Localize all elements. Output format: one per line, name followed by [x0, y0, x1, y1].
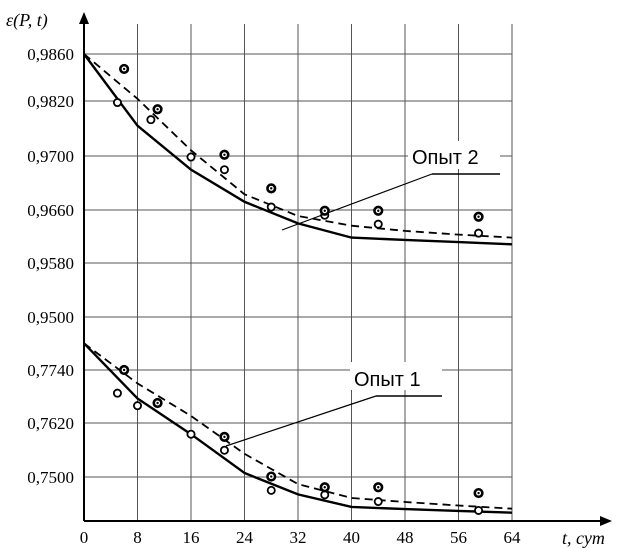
annotation-leader: [225, 395, 377, 447]
data-point-dot: [377, 486, 380, 489]
data-point-open: [219, 445, 229, 455]
annotation-opyt-1: Опыт 1: [225, 362, 442, 447]
x-tick-label: 24: [236, 528, 254, 547]
annotation-label: Опыт 1: [354, 369, 421, 391]
data-point-dot: [156, 401, 159, 405]
y-tick-label: 0,9820: [27, 92, 74, 111]
data-point-dot: [270, 187, 273, 190]
grid-lines: [84, 24, 513, 521]
x-tick-label: 16: [183, 528, 200, 547]
x-tick-label: 56: [450, 528, 467, 547]
y-tick-label: 0,7740: [27, 361, 74, 380]
data-point-dot: [156, 108, 159, 111]
data-point-dot: [223, 435, 226, 439]
data-point-dot: [323, 486, 326, 489]
data-point-dot: [122, 368, 126, 372]
series-line-solid: [83, 342, 513, 514]
x-tick-label: 48: [397, 528, 414, 547]
y-tick-label: 0,9700: [27, 147, 74, 166]
data-point-dot: [477, 491, 480, 495]
data-point-open: [146, 115, 156, 125]
x-tick-label: 64: [504, 528, 522, 547]
annotation-opyt-2: Опыт 2: [281, 141, 500, 231]
data-point-dot: [223, 153, 226, 156]
x-tick-label: 32: [290, 528, 307, 547]
annotation-label: Опыт 2: [412, 147, 479, 169]
x-axis-label: t, сут: [562, 528, 605, 548]
y-axis-label: ε(P, t): [6, 10, 48, 31]
x-tick-label: 8: [133, 528, 142, 547]
annotation-leader: [281, 173, 433, 231]
data-point-open: [132, 401, 142, 411]
y-tick-label: 0,7620: [27, 414, 74, 433]
y-tick-label: 0,9500: [27, 308, 74, 327]
y-tick-label: 0,7500: [27, 468, 74, 487]
y-tick-label: 0,9660: [27, 201, 74, 220]
data-point-open: [186, 429, 196, 439]
tick-labels: 0 8 16 24 32 40 48 56 64 0,9860 0,9820 0,9700 0,9660…: [27, 45, 521, 547]
data-point-open: [219, 165, 229, 175]
data-point-dot: [122, 67, 126, 71]
data-point-open: [112, 388, 122, 398]
data-point-open: [373, 219, 383, 229]
x-tick-label: 40: [343, 528, 360, 547]
data-point-open: [266, 485, 276, 495]
y-tick-label: 0,9580: [27, 254, 74, 273]
data-point-dot: [477, 215, 480, 218]
data-point-dot: [377, 209, 380, 212]
data-point-open: [112, 98, 122, 108]
y-tick-label: 0,9860: [27, 45, 74, 64]
x-tick-label: 0: [80, 528, 89, 547]
data-point-dot: [270, 475, 273, 478]
data-point-dot: [323, 209, 326, 212]
data-point-open: [373, 497, 383, 507]
data-point-open: [186, 152, 196, 162]
data-point-open: [474, 228, 484, 238]
series-line-dashed: [83, 53, 513, 239]
markers-layer: [112, 63, 484, 515]
data-point-open: [266, 202, 276, 212]
data-point-open: [474, 505, 484, 515]
